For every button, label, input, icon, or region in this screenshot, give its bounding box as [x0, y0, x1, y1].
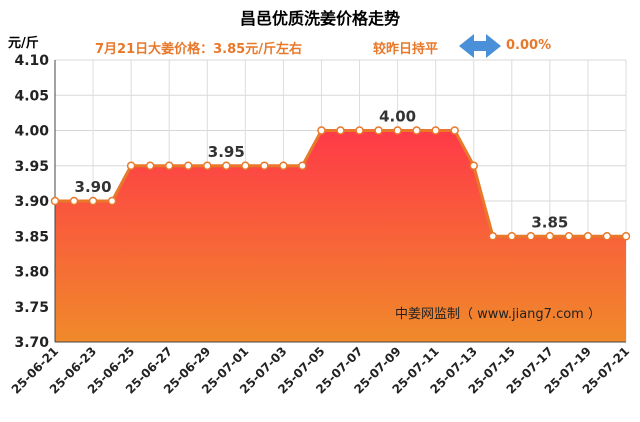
- data-label: 3.85: [531, 213, 568, 231]
- data-point: [507, 232, 517, 241]
- y-tick-label: 4.05: [14, 88, 49, 104]
- price-area: [55, 130, 626, 342]
- y-tick-label: 3.70: [14, 335, 49, 351]
- data-point: [602, 232, 612, 241]
- data-point: [621, 232, 631, 241]
- y-tick-label: 3.95: [14, 159, 49, 175]
- data-point: [317, 126, 326, 135]
- y-tick-label: 3.75: [14, 300, 49, 316]
- data-point: [164, 161, 174, 170]
- data-point: [526, 232, 536, 241]
- data-point: [431, 126, 440, 135]
- data-point: [279, 161, 288, 170]
- data-point: [298, 161, 307, 170]
- data-point: [450, 126, 459, 135]
- data-point: [145, 161, 155, 170]
- data-point: [374, 126, 383, 135]
- compare-label: 较昨日持平: [373, 42, 439, 57]
- data-point: [183, 161, 193, 170]
- data-point: [241, 161, 250, 170]
- data-point: [469, 161, 478, 170]
- y-tick-label: 3.80: [14, 265, 49, 281]
- data-point: [260, 161, 269, 170]
- data-point: [107, 196, 117, 206]
- data-label: 4.00: [379, 108, 416, 126]
- y-tick-label: 3.85: [14, 229, 49, 245]
- data-point: [336, 126, 345, 135]
- data-point: [488, 232, 498, 241]
- y-tick-label: 4.00: [14, 124, 49, 140]
- data-point: [69, 196, 79, 206]
- y-tick-label: 4.10: [14, 53, 49, 69]
- change-percent: 0.00%: [506, 38, 552, 53]
- y-axis-unit: 元/斤: [8, 36, 39, 51]
- double-arrow-icon: [459, 34, 501, 58]
- price-note: 7月21日大姜价格：3.85元/斤左右: [95, 42, 302, 57]
- data-point: [355, 126, 364, 135]
- data-label: 3.90: [75, 178, 112, 196]
- data-point: [88, 196, 98, 206]
- data-point: [50, 196, 60, 206]
- y-tick-label: 3.90: [14, 194, 49, 210]
- data-point: [412, 126, 421, 135]
- chart-title: 昌邑优质洗姜价格走势: [239, 9, 400, 28]
- data-point: [545, 232, 555, 241]
- data-point: [583, 232, 593, 241]
- data-point: [393, 126, 402, 135]
- data-point: [203, 161, 212, 170]
- data-point: [222, 161, 231, 170]
- data-label: 3.95: [208, 143, 245, 161]
- data-point: [126, 161, 136, 170]
- watermark-text: 中姜网监制（ www.jiang7.com ）: [395, 307, 601, 322]
- data-point: [564, 232, 574, 241]
